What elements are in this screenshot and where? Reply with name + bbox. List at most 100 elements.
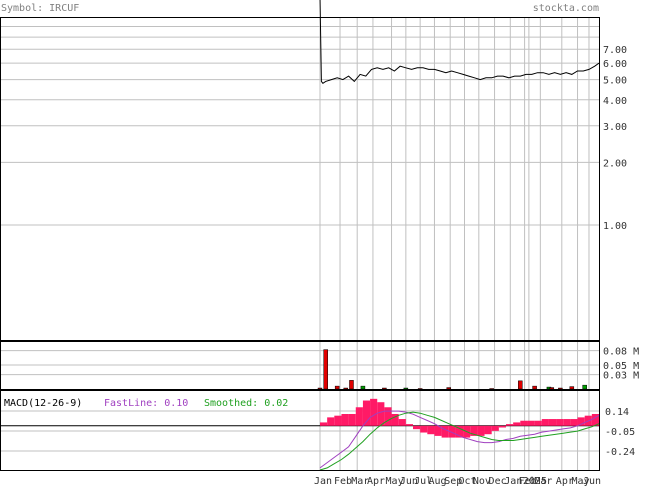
panel-frame (0, 390, 600, 471)
macd-smoothed-line (319, 411, 600, 471)
macd-histogram-bar (541, 419, 549, 426)
volume-bar (582, 384, 587, 390)
x-tick-label: Apr (556, 476, 574, 486)
x-tick-label: Sep (444, 476, 462, 486)
x-tick-label: May (386, 476, 404, 486)
macd-histogram-bar (391, 414, 399, 426)
macd-histogram-bar (327, 417, 335, 426)
volume-bar (382, 387, 387, 390)
volume-bar (446, 387, 452, 390)
macd-histogram-bar (441, 425, 449, 438)
macd-histogram-bar (384, 407, 392, 426)
macd-histogram-bar (420, 425, 428, 433)
x-tick-label: Mar (534, 476, 552, 486)
volume-bar (549, 387, 555, 390)
x-tick-label: Feb (519, 476, 537, 486)
price-y-tick-label: 7.00 (603, 45, 627, 56)
volume-bar (343, 387, 349, 390)
x-tick-label: Jun (583, 476, 601, 486)
volume-bar (532, 385, 537, 390)
axis-labels: 7.00 6.00 5.00 4.00 3.00 2.00 1.00 0.08 M 0.05 M… (314, 45, 639, 486)
volume-bar (518, 380, 523, 390)
macd-histogram-bar (498, 425, 506, 428)
x-tick-label: Feb (334, 476, 352, 486)
macd-histogram-bar (413, 425, 421, 430)
x-tick-label: Oct (459, 476, 477, 486)
volume-bar (569, 386, 575, 390)
macd-histogram-bar (362, 400, 371, 426)
macd-histogram-bar (320, 422, 328, 426)
x-tick-label: Jul (414, 476, 432, 486)
x-tick-label: Jun (400, 476, 418, 486)
x-tick-label: Aug (428, 476, 446, 486)
macd-histogram-bar (377, 402, 385, 426)
macd-histogram-bar (527, 420, 535, 426)
macd-panel (0, 398, 600, 471)
macd-y-tick-label: 0.14 (605, 407, 629, 418)
macd-histogram-bar (427, 425, 435, 435)
macd-histogram-bar (370, 398, 378, 426)
macd-histogram-bar (434, 425, 442, 436)
price-y-tick-label: 3.00 (603, 122, 627, 133)
x-tick-label: 2025 (523, 476, 547, 486)
price-y-tick-label: 2.00 (603, 158, 627, 169)
macd-smoothed-label: Smoothed: 0.02 (204, 398, 288, 409)
x-tick-label: May (572, 476, 590, 486)
macd-histogram-bar (448, 425, 456, 438)
volume-bar (403, 387, 409, 390)
macd-histogram-bar (455, 425, 464, 438)
volume-y-tick-label: 0.05 M (603, 361, 639, 372)
macd-legend: MACD(12-26-9) FastLine: 0.10 Smoothed: 0… (4, 398, 288, 409)
macd-y-tick-label: -0.05 (605, 427, 635, 438)
macd-histogram-bar (513, 422, 521, 426)
x-tick-label: Dec (489, 476, 507, 486)
macd-y-tick-label: -0.24 (605, 447, 635, 458)
volume-panel (317, 349, 587, 390)
macd-histogram-bar (570, 419, 578, 426)
macd-histogram-bar (506, 424, 514, 426)
macd-histogram-bar (491, 425, 499, 431)
x-tick-label: Jan (504, 476, 522, 486)
site-label: stockta.com (533, 3, 599, 14)
macd-histogram-bar (556, 419, 564, 426)
macd-histogram-bar (520, 420, 528, 426)
price-y-tick-label: 4.00 (603, 96, 627, 107)
price-y-tick-label: 1.00 (603, 221, 627, 232)
macd-title: MACD(12-26-9) (4, 398, 82, 409)
price-y-tick-label: 5.00 (603, 76, 627, 87)
volume-bar (323, 349, 328, 390)
price-line (319, 0, 600, 84)
volume-bar (349, 380, 354, 390)
macd-histogram-bar (405, 424, 413, 426)
macd-histogram-bar (577, 417, 585, 426)
price-panel (319, 0, 600, 84)
macd-histogram-bar (341, 414, 349, 426)
macd-histogram-bar (470, 425, 478, 436)
macd-histogram-bar (484, 425, 492, 435)
panel-frame (0, 341, 600, 390)
price-y-tick-label: 6.00 (603, 59, 627, 70)
macd-histogram-bar (348, 414, 356, 426)
macd-grid (0, 410, 599, 452)
macd-histogram-bar (355, 407, 363, 426)
volume-bar (317, 387, 323, 390)
volume-grid (0, 350, 599, 376)
panel-frames (0, 17, 600, 471)
volume-y-tick-label: 0.08 M (603, 347, 639, 358)
volume-bar (334, 385, 340, 390)
x-tick-label: Apr (367, 476, 385, 486)
macd-histogram-bar (398, 419, 406, 426)
x-tick-label: Mar (351, 476, 369, 486)
x-tick-label: Jan (314, 476, 332, 486)
volume-y-tick-label: 0.03 M (603, 371, 639, 382)
price-grid (0, 17, 599, 470)
panel-frame (0, 17, 600, 341)
x-tick-label: Nov (473, 476, 491, 486)
macd-fastline (319, 410, 600, 469)
macd-histogram-bar (534, 420, 542, 426)
macd-histogram-bar (334, 415, 342, 426)
volume-bar (558, 387, 563, 390)
macd-histogram-bar (591, 414, 599, 426)
macd-fastline-label: FastLine: 0.10 (104, 398, 188, 409)
